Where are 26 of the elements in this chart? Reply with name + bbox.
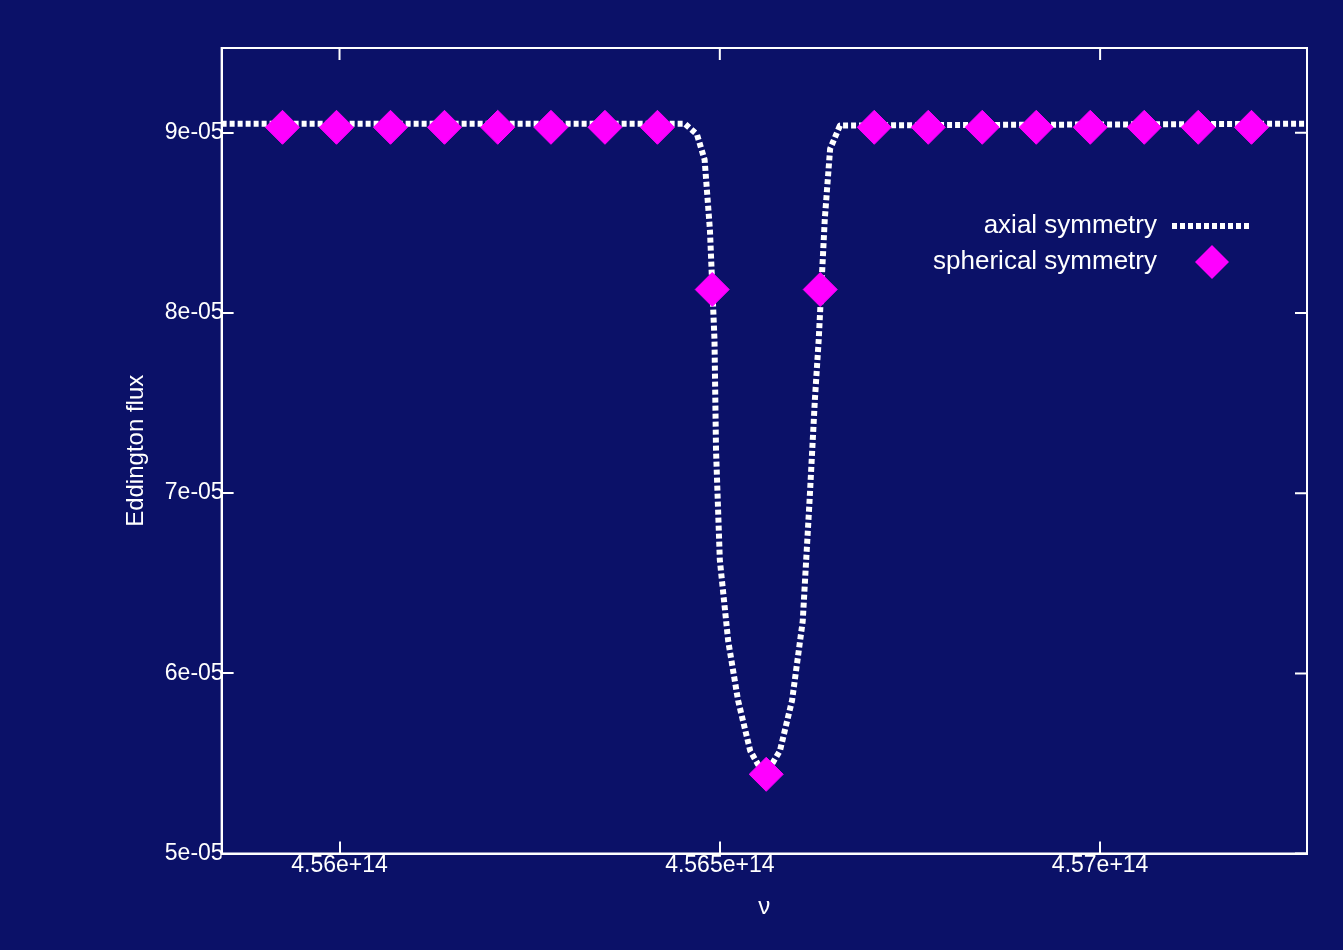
point bbox=[802, 272, 838, 307]
point bbox=[639, 109, 675, 145]
point bbox=[1018, 109, 1054, 145]
point bbox=[694, 272, 730, 307]
point bbox=[264, 109, 300, 145]
point bbox=[587, 109, 623, 145]
point bbox=[910, 109, 946, 145]
y-axis-title: Eddington flux bbox=[121, 374, 149, 527]
x-tick-label: 4.565e+14 bbox=[665, 850, 775, 877]
point bbox=[748, 756, 784, 792]
point bbox=[1072, 109, 1108, 145]
legend-label: axial symmetry bbox=[983, 209, 1157, 240]
legend-label: spherical symmetry bbox=[933, 245, 1157, 276]
point bbox=[480, 109, 516, 145]
point bbox=[533, 109, 569, 145]
point bbox=[372, 109, 408, 145]
point bbox=[856, 109, 892, 145]
x-tick-label: 4.56e+14 bbox=[291, 850, 389, 877]
point bbox=[1233, 109, 1269, 145]
x-axis-title: ν bbox=[758, 892, 771, 920]
x-tick-label: 4.57e+14 bbox=[1051, 850, 1149, 877]
point bbox=[964, 109, 1000, 145]
point bbox=[318, 109, 354, 145]
point bbox=[426, 109, 462, 145]
point bbox=[1180, 109, 1216, 145]
point bbox=[1126, 109, 1162, 145]
